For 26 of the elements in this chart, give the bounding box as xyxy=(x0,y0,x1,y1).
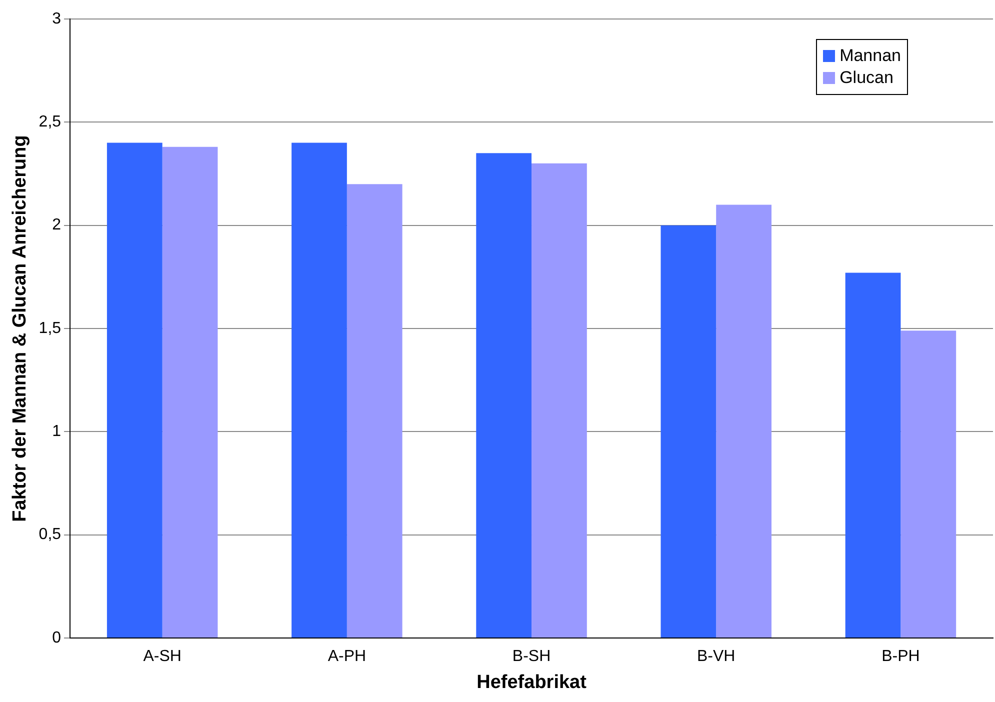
x-tick-label: B-PH xyxy=(882,648,920,666)
bar xyxy=(292,142,347,638)
x-axis-title: Hefefabrikat xyxy=(476,672,588,693)
x-tick-label: A-PH xyxy=(328,648,366,666)
y-tick-label: 3 xyxy=(52,10,62,28)
bar xyxy=(476,153,532,638)
x-tick-label: B-SH xyxy=(512,648,551,666)
legend-label: Mannan xyxy=(840,46,901,66)
y-tick-label: 1,5 xyxy=(38,320,62,337)
y-tick-label: 2,5 xyxy=(38,114,62,131)
y-tick-label: 0,5 xyxy=(38,526,62,544)
bar xyxy=(845,272,901,638)
x-tick-label: A-SH xyxy=(143,648,182,666)
bar xyxy=(532,163,587,638)
bar xyxy=(346,184,402,638)
y-tick-label: 2 xyxy=(52,216,62,234)
x-tick-label: B-VH xyxy=(696,648,736,666)
legend-label: Glucan xyxy=(840,68,894,88)
bar xyxy=(716,204,772,638)
y-axis-title: Faktor der Mannan & Glucan Anreicherung xyxy=(10,135,31,522)
y-tick-label: 0 xyxy=(52,629,62,646)
bar xyxy=(162,146,218,638)
bar xyxy=(660,225,716,638)
bar xyxy=(106,142,162,638)
bar xyxy=(900,330,956,638)
y-tick-label: 1 xyxy=(52,423,62,440)
